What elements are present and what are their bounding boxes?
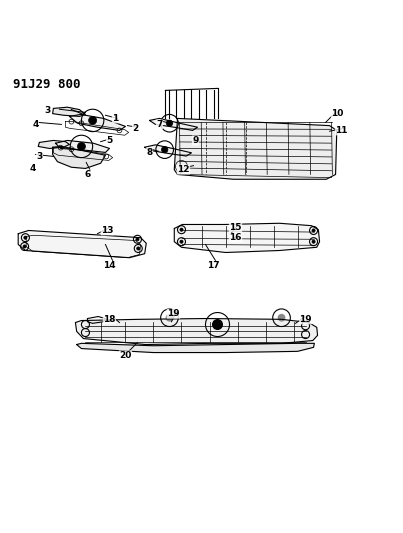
Text: 11: 11 xyxy=(335,126,348,135)
Circle shape xyxy=(312,240,315,243)
Text: 6: 6 xyxy=(84,170,91,179)
Polygon shape xyxy=(150,118,197,131)
Polygon shape xyxy=(56,140,110,152)
Polygon shape xyxy=(77,343,314,352)
Text: 1: 1 xyxy=(112,114,118,123)
Text: 7: 7 xyxy=(156,120,163,129)
Circle shape xyxy=(23,245,26,248)
Text: 3: 3 xyxy=(44,106,50,115)
Circle shape xyxy=(312,229,315,232)
Polygon shape xyxy=(174,118,337,179)
Text: 3: 3 xyxy=(36,152,43,161)
Circle shape xyxy=(136,238,139,241)
Polygon shape xyxy=(18,230,146,257)
Polygon shape xyxy=(145,145,191,156)
Circle shape xyxy=(162,147,168,153)
Text: 12: 12 xyxy=(177,165,190,174)
Text: 4: 4 xyxy=(32,120,39,129)
Text: 5: 5 xyxy=(106,136,112,145)
Text: 91J29 800: 91J29 800 xyxy=(12,78,80,91)
Text: 13: 13 xyxy=(101,226,114,235)
Polygon shape xyxy=(174,223,320,253)
Circle shape xyxy=(213,320,222,329)
Text: 10: 10 xyxy=(331,109,344,118)
Circle shape xyxy=(77,142,85,150)
Polygon shape xyxy=(53,147,106,168)
Text: 16: 16 xyxy=(229,233,242,242)
Text: 8: 8 xyxy=(146,148,153,157)
Circle shape xyxy=(166,120,172,126)
Polygon shape xyxy=(38,140,69,148)
Text: 9: 9 xyxy=(192,136,199,145)
Circle shape xyxy=(89,116,97,124)
Text: 15: 15 xyxy=(229,223,242,232)
Text: 17: 17 xyxy=(207,261,220,270)
Polygon shape xyxy=(53,107,85,116)
Text: 19: 19 xyxy=(167,309,180,318)
Circle shape xyxy=(166,314,172,321)
Polygon shape xyxy=(75,319,318,344)
Text: 19: 19 xyxy=(299,315,312,324)
Text: 4: 4 xyxy=(29,164,36,173)
Polygon shape xyxy=(69,115,125,131)
Circle shape xyxy=(137,247,140,250)
Circle shape xyxy=(278,314,285,321)
Circle shape xyxy=(180,228,183,231)
Circle shape xyxy=(24,236,27,239)
Circle shape xyxy=(180,240,183,243)
Text: 14: 14 xyxy=(103,261,116,270)
Text: 18: 18 xyxy=(103,315,116,324)
Text: 20: 20 xyxy=(119,351,132,360)
Text: 2: 2 xyxy=(132,124,139,133)
